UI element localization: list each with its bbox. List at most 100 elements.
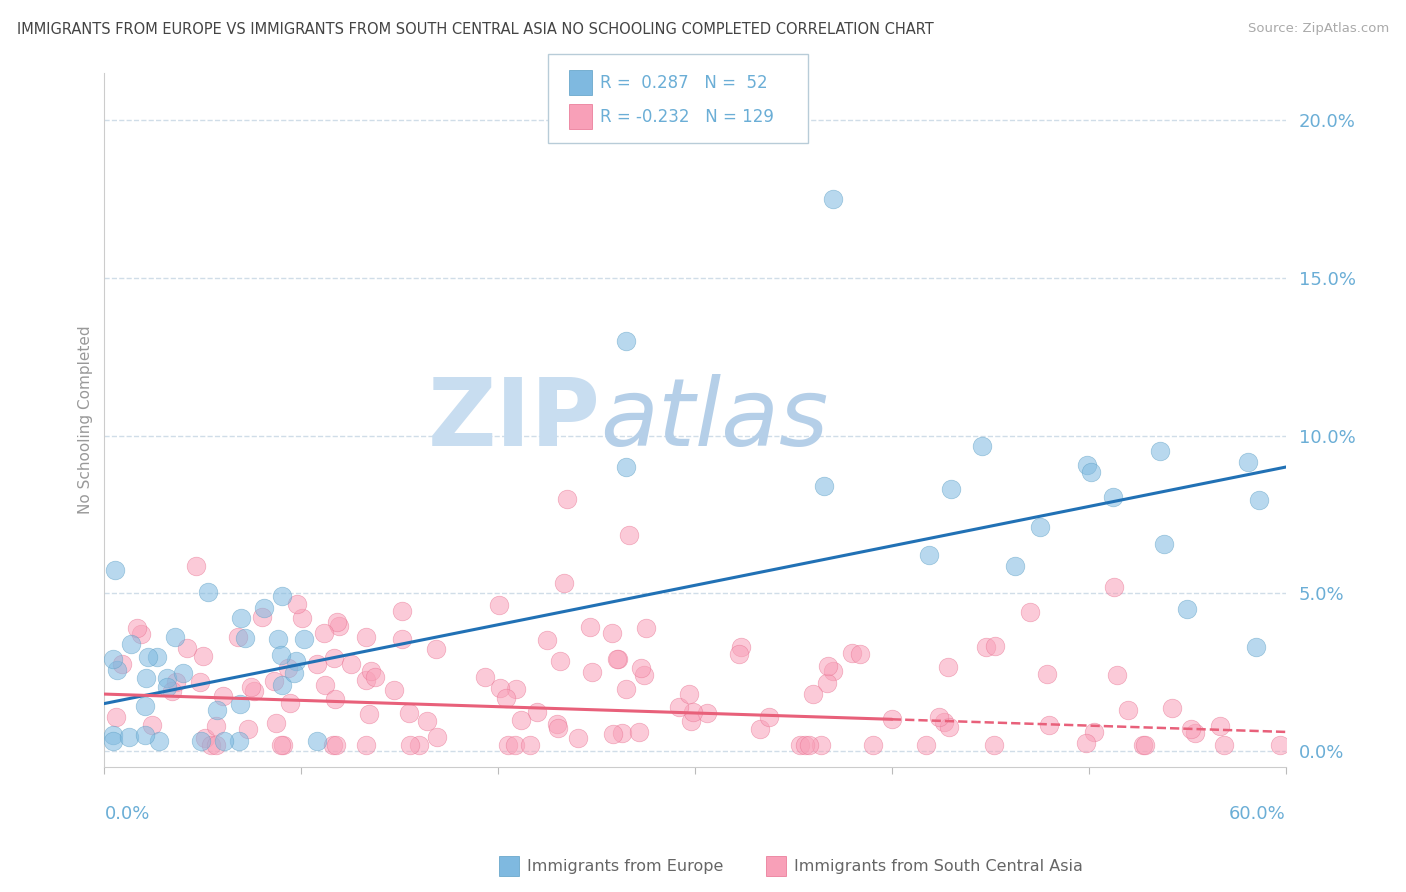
Text: 0.0%: 0.0% (104, 805, 150, 823)
Point (862, 738, 884, 752)
Point (617, 528, 640, 542)
Point (156, 671, 179, 685)
Point (509, 713, 531, 727)
Point (200, 738, 222, 752)
Point (1004, 559, 1026, 574)
Point (801, 687, 824, 701)
Point (129, 627, 152, 641)
Point (918, 548, 941, 562)
Point (849, 648, 872, 662)
Point (607, 652, 630, 666)
Point (821, 192, 844, 206)
Point (474, 670, 496, 684)
Y-axis label: No Schooling Completed: No Schooling Completed (79, 326, 93, 514)
Point (134, 728, 156, 742)
Point (939, 482, 962, 496)
Point (408, 738, 430, 752)
Point (364, 670, 387, 684)
Point (821, 665, 844, 679)
Point (291, 611, 314, 625)
Point (277, 661, 299, 675)
Point (205, 738, 228, 752)
Point (382, 683, 405, 698)
Point (1149, 443, 1171, 458)
Point (285, 597, 308, 611)
Point (789, 738, 811, 752)
Point (118, 730, 141, 744)
Point (606, 652, 628, 666)
Text: Source: ZipAtlas.com: Source: ZipAtlas.com (1249, 22, 1389, 36)
Point (194, 731, 217, 745)
Text: Immigrants from Europe: Immigrants from Europe (527, 859, 724, 873)
Point (134, 699, 156, 714)
Point (938, 720, 960, 734)
Point (101, 728, 124, 742)
Point (136, 650, 159, 665)
Point (165, 631, 187, 645)
Point (1244, 640, 1267, 654)
Text: Immigrants from South Central Asia: Immigrants from South Central Asia (794, 859, 1083, 873)
Point (101, 652, 124, 666)
Point (1102, 490, 1125, 504)
Point (1175, 602, 1198, 616)
Point (391, 604, 413, 618)
Point (176, 640, 198, 655)
Point (536, 633, 558, 648)
Point (602, 727, 624, 741)
Point (270, 648, 292, 662)
Point (983, 639, 1005, 653)
Text: R =  0.287   N =  52: R = 0.287 N = 52 (600, 74, 768, 92)
Point (250, 609, 273, 624)
Point (354, 738, 377, 752)
Point (519, 738, 541, 752)
Point (229, 697, 252, 711)
Point (813, 479, 835, 493)
Point (794, 738, 817, 752)
Point (1161, 701, 1184, 715)
Point (212, 690, 235, 704)
Point (111, 657, 134, 671)
Point (314, 678, 336, 692)
Point (135, 671, 157, 685)
Point (193, 649, 215, 664)
Point (263, 674, 285, 689)
Point (229, 611, 252, 625)
Text: ZIP: ZIP (427, 374, 600, 466)
Point (253, 601, 276, 615)
Point (614, 682, 637, 697)
Point (547, 722, 569, 736)
Point (488, 598, 510, 612)
Point (228, 734, 250, 748)
Point (567, 731, 589, 745)
Point (1180, 722, 1202, 736)
Point (1083, 725, 1105, 739)
Point (1105, 667, 1128, 681)
Point (354, 630, 377, 644)
Point (172, 666, 194, 681)
Point (104, 563, 127, 577)
Point (190, 734, 212, 748)
Point (553, 575, 575, 590)
Point (496, 738, 519, 752)
Point (416, 714, 439, 729)
Point (120, 637, 142, 651)
Point (285, 654, 308, 668)
Point (340, 657, 363, 671)
Point (273, 738, 295, 752)
Point (914, 738, 936, 752)
Point (125, 621, 148, 635)
Point (610, 726, 633, 740)
Point (548, 655, 571, 669)
Point (797, 738, 820, 752)
Point (634, 621, 657, 635)
Point (488, 681, 510, 695)
Point (810, 738, 832, 752)
Text: R = -0.232   N = 129: R = -0.232 N = 129 (600, 108, 775, 126)
Point (668, 699, 690, 714)
Point (730, 640, 752, 655)
Point (928, 710, 950, 724)
Point (271, 589, 294, 603)
Point (678, 687, 700, 701)
Point (197, 585, 219, 599)
Point (1116, 703, 1139, 717)
